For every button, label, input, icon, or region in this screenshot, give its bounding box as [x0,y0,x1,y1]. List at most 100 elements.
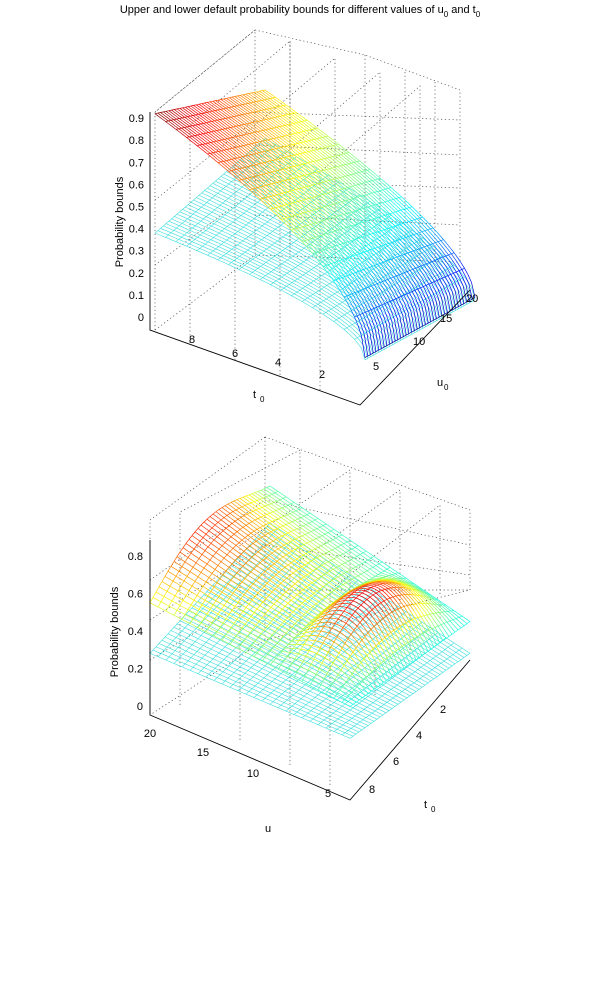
upper-surface-segment [249,133,254,137]
upper-surface-segment [241,604,247,608]
upper-surface-segment [373,306,377,309]
upper-surface-segment [357,265,362,271]
upper-surface-segment [350,280,355,287]
upper-surface-segment [237,648,243,651]
upper-surface-segment [382,650,388,659]
upper-surface-segment [239,638,245,641]
upper-surface-segment [404,614,410,622]
upper-surface-segment [192,618,198,622]
upper-surface-segment [306,592,312,596]
upper-surface-segment [313,687,319,691]
upper-surface-segment [333,203,337,205]
upper-surface-segment [392,340,396,343]
upper-surface-segment [225,117,229,119]
upper-surface-segment [304,119,308,122]
upper-surface-segment [256,138,261,142]
upper-surface-segment [296,227,300,229]
upper-surface-segment [336,613,342,616]
upper-surface-segment [243,144,247,146]
upper-surface-segment [299,573,305,578]
upper-surface-segment [290,123,295,127]
upper-surface-segment [197,602,203,606]
upper-surface-segment [255,509,261,514]
upper-surface-segment [278,109,283,113]
upper-surface-segment [279,526,285,531]
upper-surface-segment [332,569,338,573]
upper-surface-segment [290,152,295,156]
upper-surface-segment [309,184,313,187]
upper-surface-segment [240,621,246,625]
upper-surface-segment [364,234,368,237]
upper-surface-segment [435,242,440,248]
upper-surface-segment [204,115,209,120]
upper-surface-segment [385,647,391,656]
upper-surface-segment [326,156,330,159]
upper-surface-segment [230,155,235,159]
upper-surface-segment [264,162,269,166]
upper-surface-segment [336,285,341,292]
upper-surface-segment [262,93,267,97]
upper-surface-segment [296,176,300,178]
upper-surface-segment [444,269,449,276]
surface-bottom [149,485,471,739]
upper-surface-segment [360,179,365,184]
upper-surface-segment [421,306,426,325]
upper-surface-segment [265,524,271,528]
upper-surface-segment [326,143,331,147]
upper-surface-segment [296,164,300,167]
upper-surface-segment [381,215,385,217]
upper-surface-segment [397,193,402,198]
upper-surface-segment [180,585,186,589]
upper-surface-segment [308,198,313,202]
upper-surface-segment [333,148,338,153]
upper-surface-segment [382,256,387,262]
upper-surface-segment [279,154,284,159]
upper-surface-segment [240,175,245,180]
upper-surface-segment [295,629,301,633]
upper-surface-segment [174,568,180,572]
upper-surface-segment [295,201,300,206]
upper-surface-segment [340,153,344,155]
upper-surface-segment [398,229,403,234]
upper-surface-segment [227,583,233,588]
upper-surface-segment [278,189,283,194]
upper-surface-segment [406,333,410,336]
upper-surface-segment [351,673,357,679]
upper-surface-segment [433,254,438,260]
upper-surface-segment [270,628,276,632]
upper-surface-segment [416,309,421,328]
upper-surface-segment [235,635,241,639]
upper-surface-segment [400,267,405,273]
upper-surface-segment [322,136,326,138]
upper-surface-segment [280,531,286,535]
upper-surface-segment [342,223,347,228]
upper-surface-segment [209,536,215,541]
upper-surface-segment [175,115,180,119]
upper-surface-segment [304,239,308,241]
upper-surface-segment [398,268,403,274]
upper-surface-segment [241,124,245,126]
upper-surface-segment [375,246,379,249]
upper-surface-segment [232,99,237,103]
upper-surface-segment [211,134,216,139]
upper-surface-segment [326,673,332,677]
upper-surface-segment [303,198,307,201]
upper-surface-segment [293,637,299,639]
upper-surface-segment [317,250,321,253]
upper-surface-segment [230,557,236,561]
upper-surface-segment [381,303,385,306]
upper-surface-segment [362,207,366,209]
upper-surface-segment [213,586,219,590]
upper-surface-segment [435,273,441,280]
upper-surface-segment [272,134,277,139]
upper-surface-segment [274,186,279,191]
upper-surface-segment [337,181,342,186]
upper-surface-segment [416,274,421,281]
upper-surface-segment [414,239,419,244]
upper-surface-segment [248,144,253,148]
upper-surface-segment [295,664,301,668]
upper-surface-segment [371,590,377,594]
lower-surface-line [188,610,390,711]
upper-surface-segment [337,155,342,159]
upper-surface-segment [383,627,389,635]
